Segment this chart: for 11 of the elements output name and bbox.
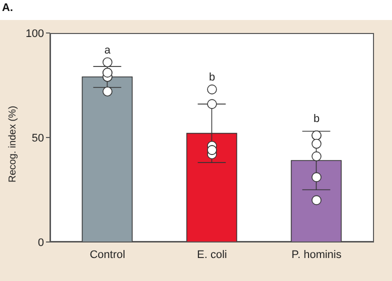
annotation: b — [313, 113, 320, 126]
annotation: a — [104, 44, 112, 56]
y-tick-label: 100 — [26, 28, 44, 40]
x-tick-label: E. coli — [197, 248, 227, 261]
y-axis-title: Recog. index (%) — [8, 106, 19, 182]
x-tick-label: P. hominis — [292, 248, 342, 261]
chart-title: A. — [2, 2, 13, 14]
y-tick-label: 0 — [38, 236, 44, 249]
annotation: b — [208, 71, 216, 84]
x-tick-label: Control — [90, 248, 126, 261]
y-tick-label: 50 — [32, 132, 44, 144]
